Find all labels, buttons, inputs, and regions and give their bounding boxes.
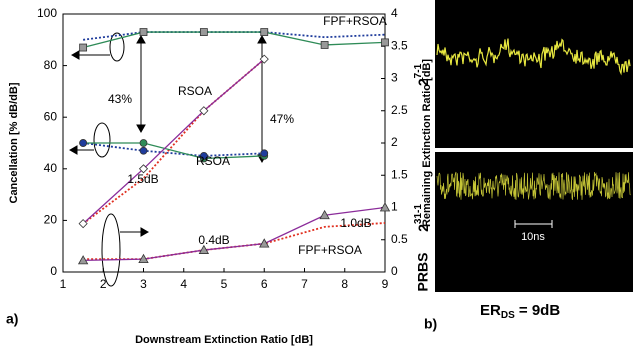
y2-tick-label: 1.5 [391,167,408,181]
marker [200,29,207,36]
y-tick-label: 0 [50,264,57,278]
x-tick-label: 2 [100,277,107,291]
y2-tick-label: 1 [391,200,398,214]
eye-top [435,0,633,148]
marker [140,140,147,147]
annotation: 43% [108,92,132,106]
er: ER [480,302,501,319]
marker [140,29,147,36]
y-tick-label: 20 [44,213,58,227]
annotation: RSOA [196,154,230,168]
y2-tick-label: 3.5 [391,38,408,52]
x-tick-label: 9 [382,277,389,291]
annotation: FPF+RSOA [298,243,362,257]
x-axis-label: Downstream Extinction Ratio [dB] [135,334,313,346]
scale-label: 10ns [521,231,545,243]
marker [80,44,87,51]
marker [80,140,87,147]
er-rest: = 9dB [515,302,561,319]
y2-tick-label: 3 [391,71,398,85]
x-tick-label: 7 [301,277,308,291]
callouts [70,33,266,286]
panel-label: a) [6,311,18,327]
y-tick-label: 100 [37,6,57,20]
er-sub: DS [501,310,515,321]
y-tick-label: 60 [44,109,58,123]
x-tick-label: 6 [261,277,268,291]
annotation: RSOA [178,84,212,98]
y2-tick-label: 0 [391,264,398,278]
annotation: 1.5dB [127,172,158,186]
annotation: 0.4dB [198,233,229,247]
marker [321,41,328,48]
bottom-base: 2 [415,224,431,232]
y2-tick-label: 0.5 [391,232,408,246]
y-tick-label: 40 [44,161,58,175]
bottom-exp: 31-1 [413,204,424,224]
marker [382,39,389,46]
annotation: FPF+RSOA [323,14,387,28]
figure: Downstream Extinction Ratio [dB] Cancell… [0,0,644,347]
y2-tick-label: 2.5 [391,103,408,117]
annotation: 1.0dB [340,216,371,230]
x-tick-label: 8 [341,277,348,291]
eye-bottom [435,152,633,292]
marker [261,29,268,36]
panel-label: b) [424,316,437,332]
x-tick-label: 5 [221,277,228,291]
y2-tick-label: 4 [391,6,398,20]
x-tick-label: 4 [180,277,187,291]
prbs-label: PRBS [415,253,431,292]
er-label: ERDS = 9dB [480,302,560,321]
top-base: 2 [415,78,431,86]
annotation: 47% [270,112,294,126]
marker [140,147,147,154]
y2-tick-label: 2 [391,135,398,149]
x-tick-label: 3 [140,277,147,291]
y-tick-label: 80 [44,58,58,72]
marker [261,150,268,157]
x-tick-label: 1 [60,277,67,291]
y-axis-label: Cancellation [% dB/dB] [8,82,20,203]
top-exp: 7-1 [413,63,424,78]
